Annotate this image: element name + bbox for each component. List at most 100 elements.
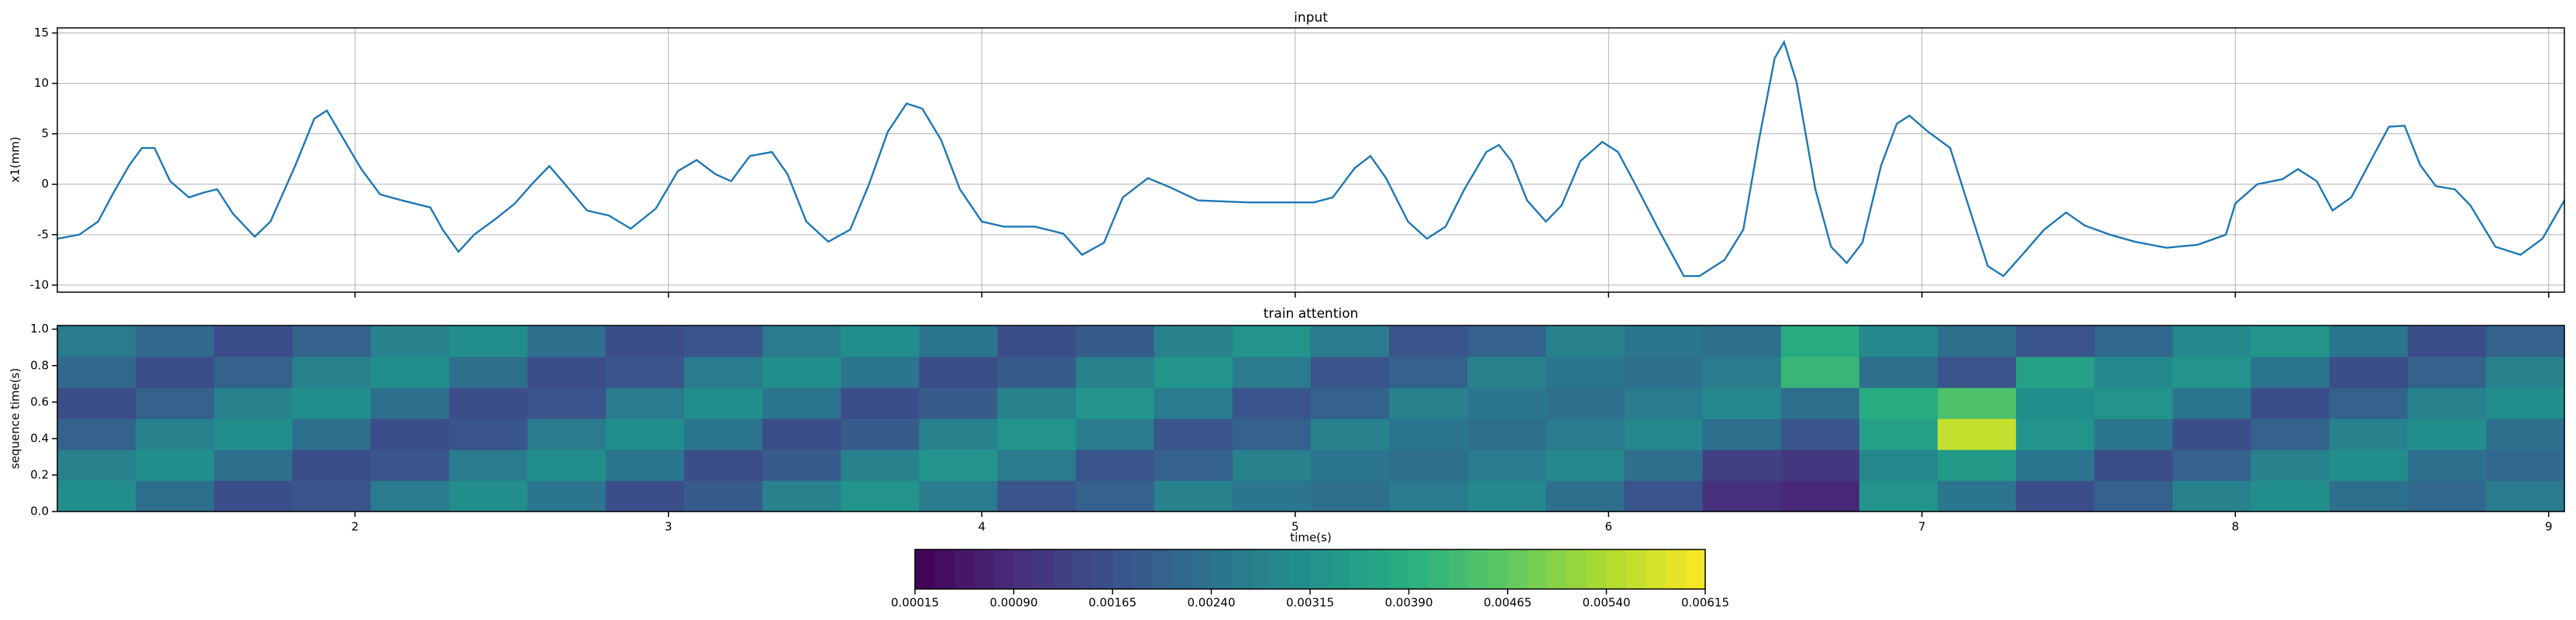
y-tick-label: 1.0 [30,322,49,336]
heatmap-cell [1232,388,1312,419]
heatmap-cell [1780,356,1860,388]
colorbar-tick-label: 0.00165 [1089,596,1137,610]
heatmap-cell [1546,356,1625,388]
heatmap-cell [841,450,920,481]
heatmap-cell [57,480,136,512]
colorbar-segment [1666,549,1687,589]
colorbar-segment [1013,549,1034,589]
heatmap-cell [1859,480,1938,512]
heatmap-cell [2251,480,2330,512]
chart-title: input [1294,10,1328,26]
heatmap-cell [684,356,763,388]
heatmap-cell [1389,326,1468,357]
x-axis-label: time(s) [1290,531,1331,545]
heatmap-cell [136,388,215,419]
heatmap-cell [1780,450,1860,481]
colorbar-segment [1132,549,1153,589]
colorbar-tick-label: 0.00465 [1484,596,1532,610]
heatmap-cell [57,418,136,450]
heatmap-cell [2172,418,2252,450]
heatmap-cell [292,388,372,419]
heatmap-cell [2016,418,2095,450]
heatmap-cell [2016,356,2095,388]
heatmap-cell [1780,326,1860,357]
heatmap-cell [2407,326,2487,357]
heatmap-cell [919,418,999,450]
heatmap-cell [997,418,1077,450]
colorbar-segment [1092,549,1113,589]
heatmap-cell [370,356,450,388]
heatmap-cell [57,388,136,419]
chart-title: train attention [1264,306,1359,322]
heatmap-cell [1232,326,1312,357]
heatmap-cell [1232,418,1312,450]
heatmap-cell [997,480,1077,512]
colorbar-tick-label: 0.00315 [1286,596,1334,610]
heatmap-cell [1546,450,1625,481]
colorbar-segment [1250,549,1271,589]
colorbar-segment [1587,549,1608,589]
heatmap-cell [1780,418,1860,450]
heatmap-cell [997,450,1077,481]
heatmap-cell [1702,480,1782,512]
heatmap-cell [214,388,293,419]
heatmap-cell [919,356,999,388]
heatmap-cell [2251,418,2330,450]
heatmap-cell [684,388,763,419]
colorbar-tick-label: 0.00240 [1187,596,1235,610]
heatmap-cell [1702,356,1782,388]
heatmap-cell [1311,326,1390,357]
heatmap-cell [2485,450,2565,481]
heatmap-cell [1154,480,1233,512]
heatmap-cell [1075,480,1155,512]
x-tick-label: 3 [665,520,672,534]
colorbar-segment [1152,549,1173,589]
heatmap-cell [1546,418,1625,450]
heatmap-cell [214,480,293,512]
heatmap-cell [527,356,607,388]
y-tick-label: 0.0 [30,505,49,518]
heatmap-cell [2251,450,2330,481]
heatmap-cell [2172,450,2252,481]
heatmap-cell [57,326,136,357]
x-tick-label: 7 [1918,520,1926,534]
colorbar-tick-label: 0.00090 [989,596,1037,610]
heatmap-cell [214,450,293,481]
heatmap-cell [1624,356,1704,388]
colorbar-segment [1527,549,1548,589]
heatmap-cell [1311,480,1390,512]
colorbar-segment [1033,549,1054,589]
heatmap-cell [2094,450,2173,481]
heatmap-cell [214,356,293,388]
heatmap-cell [1702,418,1782,450]
colorbar-segment [1053,549,1074,589]
x-tick-label: 2 [352,520,359,534]
y-tick-label: 5 [41,126,49,140]
heatmap-cell [997,388,1077,419]
colorbar-segment [1685,549,1706,589]
heatmap-cell [1467,450,1546,481]
heatmap-cell [527,418,607,450]
heatmap-cell [1154,418,1233,450]
heatmap-cell [449,326,528,357]
heatmap-cell [1311,418,1390,450]
heatmap-cell [527,480,607,512]
heatmap-cell [1938,388,2017,419]
heatmap-cell [2485,356,2565,388]
heatmap-cell [1232,480,1312,512]
heatmap-cell [1467,388,1546,419]
colorbar-segment [1389,549,1410,589]
y-tick-label: 10 [34,76,49,90]
heatmap-cell [136,418,215,450]
heatmap-cell [2016,480,2095,512]
heatmap-cell [919,326,999,357]
colorbar-segment [1429,549,1450,589]
heatmap-cell [841,326,920,357]
heatmap-cell [2094,356,2173,388]
heatmap-cell [1389,356,1468,388]
y-axis-label: x1(mm) [9,136,22,182]
heatmap-cell [1154,388,1233,419]
y-tick-label: 15 [34,26,49,40]
heatmap-cell [2172,480,2252,512]
